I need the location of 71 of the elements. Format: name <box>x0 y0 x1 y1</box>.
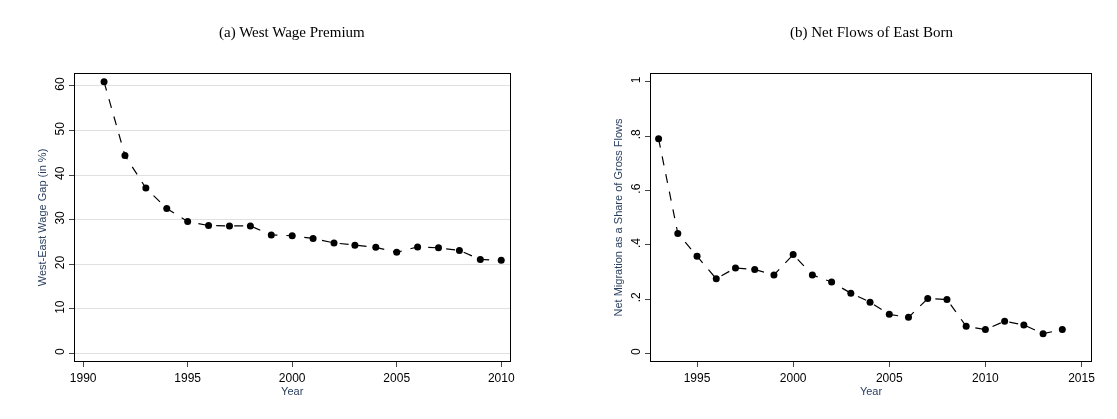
point <box>905 313 912 321</box>
point <box>330 239 338 247</box>
point <box>184 217 192 225</box>
point <box>414 243 422 251</box>
x-tick-label: 2005 <box>383 370 411 385</box>
point <box>712 275 720 283</box>
point <box>455 246 463 254</box>
point <box>731 264 739 272</box>
x-tick-label: 1990 <box>69 370 97 385</box>
point <box>121 151 129 159</box>
point <box>943 295 951 303</box>
point <box>351 241 359 249</box>
point <box>751 266 759 274</box>
point <box>1058 326 1066 334</box>
point <box>847 289 855 297</box>
point <box>163 205 171 213</box>
point <box>393 248 401 256</box>
y-tick-label: 30 <box>52 210 67 225</box>
x-tick-label: 2005 <box>875 370 903 385</box>
point <box>100 78 108 86</box>
y-tick-label: 20 <box>52 255 67 270</box>
point <box>828 278 836 286</box>
point <box>674 229 682 237</box>
point <box>924 295 932 303</box>
point <box>142 184 150 192</box>
point <box>655 135 663 143</box>
point <box>885 310 893 318</box>
y-tick-label: 1 <box>629 76 644 84</box>
x-axis-title: Year <box>859 384 883 397</box>
y-tick-label: 40 <box>52 166 67 180</box>
y-axis-title: Net Migration as a Share of Gross Flows <box>611 117 624 317</box>
y-tick-label: 60 <box>52 77 67 91</box>
y-tick-label: 10 <box>52 300 67 314</box>
point <box>789 251 797 259</box>
point <box>267 231 275 239</box>
x-tick-label: 2010 <box>972 370 1000 385</box>
x-tick-label: 2000 <box>278 370 306 385</box>
y-tick-label: 50 <box>52 121 67 136</box>
x-tick-label: 1995 <box>683 370 711 385</box>
point <box>497 256 505 264</box>
y-tick-label: 0 <box>629 348 644 356</box>
point <box>1039 330 1047 338</box>
chart-title: (b) Net Flows of East Born <box>790 24 954 41</box>
point <box>981 326 989 334</box>
y-axis-title: West-East Wage Gap (in %) <box>35 148 48 287</box>
x-tick-label: 2000 <box>779 370 807 385</box>
y-tick-label: .8 <box>629 128 644 140</box>
y-tick-label: .4 <box>629 237 644 248</box>
point <box>205 222 213 230</box>
point <box>288 232 296 240</box>
point <box>693 252 701 260</box>
x-axis-title: Year <box>281 384 304 397</box>
point <box>309 234 317 242</box>
point <box>808 271 816 279</box>
x-tick-label: 2015 <box>1068 370 1096 385</box>
point <box>476 255 484 263</box>
y-tick-label: 0 <box>52 348 67 356</box>
y-tick-label: .6 <box>629 183 644 194</box>
point <box>866 298 874 306</box>
point <box>246 222 254 230</box>
y-tick-label: .2 <box>629 292 644 303</box>
point <box>1020 321 1028 329</box>
chart-title: (a) West Wage Premium <box>219 24 366 41</box>
point <box>962 322 970 330</box>
x-tick-label: 2010 <box>487 370 515 385</box>
point <box>1001 317 1009 325</box>
x-tick-label: 1995 <box>174 370 202 385</box>
point <box>435 244 443 252</box>
point <box>372 243 380 251</box>
point <box>770 271 778 279</box>
point <box>225 222 233 230</box>
